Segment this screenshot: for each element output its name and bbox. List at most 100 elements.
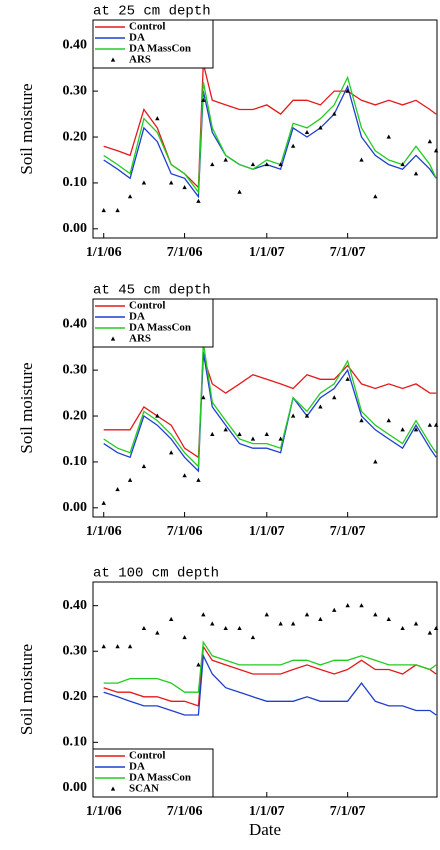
series-line [103, 75, 437, 194]
y-axis-label: Soil moisture [17, 644, 36, 735]
y-tick-label: 0.30 [63, 83, 88, 98]
data-point [101, 644, 106, 649]
x-tick-label: 7/1/07 [330, 524, 366, 539]
y-tick-label: 0.20 [63, 408, 88, 423]
data-point [386, 418, 391, 423]
data-point [155, 630, 160, 635]
data-point [332, 607, 337, 612]
series-line [103, 63, 437, 190]
y-tick-label: 0.40 [63, 37, 88, 52]
data-point [433, 422, 439, 427]
legend-marker [110, 786, 116, 791]
data-point [141, 464, 147, 469]
data-point [373, 194, 378, 199]
data-point [359, 418, 364, 423]
data-point [115, 207, 120, 213]
x-tick-label: 7/1/06 [167, 524, 203, 539]
data-point [278, 436, 283, 441]
data-point [413, 427, 419, 432]
legend-label: DA MassCon [129, 772, 191, 784]
data-point [210, 431, 215, 436]
y-tick-label: 0.30 [63, 362, 88, 377]
data-point [427, 422, 433, 427]
legend-label: SCAN [129, 783, 159, 795]
data-point [332, 111, 337, 116]
x-tick-label: 1/1/07 [249, 804, 285, 819]
data-point [196, 477, 201, 482]
data-point [278, 162, 283, 167]
data-point [433, 625, 439, 631]
data-point [223, 427, 228, 432]
panel-title: at 100 cm depth [93, 566, 219, 582]
plot-frame [92, 581, 438, 798]
data-point [127, 477, 133, 482]
data-point [250, 436, 256, 441]
legend-label: DA [129, 32, 145, 44]
data-point [182, 185, 187, 190]
data-point [201, 97, 206, 102]
data-point [400, 162, 405, 167]
legend-label: ARS [129, 333, 151, 345]
data-point [168, 180, 174, 185]
legend-marker [110, 57, 116, 62]
data-point [196, 198, 201, 203]
series-line [103, 644, 437, 707]
data-point [400, 625, 405, 631]
data-point [210, 621, 215, 626]
legend-label: Control [129, 21, 165, 33]
data-point [223, 157, 228, 162]
legend-label: Control [129, 750, 165, 762]
data-point [101, 207, 106, 213]
data-point [433, 148, 439, 153]
data-point [373, 459, 378, 464]
data-point [115, 644, 120, 649]
legend-label: ARS [129, 54, 151, 66]
x-tick-label: 1/1/06 [86, 245, 122, 260]
data-point [237, 189, 242, 194]
legend-marker [110, 336, 116, 341]
y-tick-label: 0.00 [63, 780, 88, 795]
series-line [103, 653, 437, 716]
data-point [168, 450, 174, 455]
data-point [359, 603, 364, 608]
data-point [332, 395, 337, 400]
x-tick-label: 1/1/07 [249, 245, 285, 260]
series-line [103, 356, 437, 459]
y-tick-label: 0.10 [63, 454, 88, 469]
legend-label: DA [129, 311, 145, 323]
data-point [318, 125, 323, 130]
legend-label: DA [129, 761, 145, 773]
y-tick-label: 0.00 [63, 500, 88, 515]
data-point [250, 635, 256, 640]
data-point [237, 625, 242, 631]
data-point [223, 625, 228, 631]
data-point [155, 116, 160, 121]
data-point [201, 612, 206, 617]
data-point [196, 662, 201, 667]
data-point [427, 630, 433, 635]
legend-label: Control [129, 300, 165, 312]
series-line [103, 84, 437, 199]
data-point [127, 644, 133, 649]
data-point [290, 143, 296, 148]
data-point [182, 473, 187, 478]
data-point [115, 486, 120, 492]
y-tick-label: 0.20 [63, 129, 88, 144]
data-point [278, 621, 283, 626]
data-point [413, 621, 419, 626]
y-axis-label: Soil moisture [17, 83, 36, 174]
y-tick-label: 0.10 [63, 175, 88, 190]
data-point [101, 500, 106, 505]
x-tick-label: 7/1/06 [167, 804, 203, 819]
plot-frame [92, 298, 438, 518]
data-point [250, 162, 256, 167]
y-tick-label: 0.30 [63, 643, 88, 658]
x-tick-label: 1/1/06 [86, 524, 122, 539]
data-point [304, 413, 310, 418]
x-tick-label: 7/1/06 [167, 245, 203, 260]
y-tick-label: 0.40 [63, 316, 88, 331]
legend-box [92, 19, 214, 69]
data-point [264, 431, 269, 436]
data-point [264, 162, 269, 167]
data-point [304, 612, 310, 617]
